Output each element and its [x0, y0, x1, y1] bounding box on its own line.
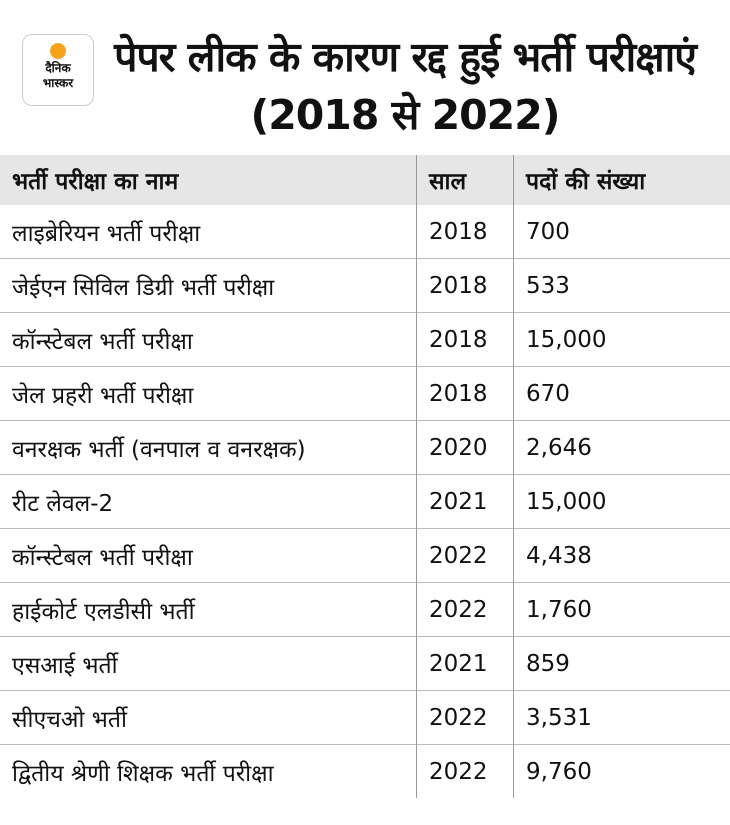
cell-posts: 9,760 [513, 744, 730, 798]
page-title: पेपर लीक के कारण रद्द हुई भर्ती परीक्षाए… [114, 33, 697, 139]
dainik-bhaskar-logo: दैनिक भास्कर [22, 34, 94, 106]
sun-icon [50, 43, 66, 59]
cell-exam-name: रीट लेवल-2 [0, 474, 417, 529]
cell-exam-name: सीएचओ भर्ती [0, 690, 417, 745]
cell-year: 2020 [416, 420, 514, 475]
table-row: जेईएन सिविल डिग्री भर्ती परीक्षा 2018 533 [0, 258, 730, 313]
exam-table: भर्ती परीक्षा का नाम साल पदों की संख्या … [0, 155, 730, 798]
cell-posts: 15,000 [513, 474, 730, 529]
table-row: द्वितीय श्रेणी शिक्षक भर्ती परीक्षा 2022 9… [0, 744, 730, 798]
table-row: लाइब्रेरियन भर्ती परीक्षा 2018 700 [0, 205, 730, 259]
cell-year: 2018 [416, 366, 514, 421]
header-year: साल [416, 155, 514, 205]
cell-posts: 1,760 [513, 582, 730, 637]
cell-year: 2018 [416, 258, 514, 313]
cell-exam-name: जेल प्रहरी भर्ती परीक्षा [0, 366, 417, 421]
cell-exam-name: कॉन्स्टेबल भर्ती परीक्षा [0, 312, 417, 367]
cell-exam-name: एसआई भर्ती [0, 636, 417, 691]
cell-exam-name: द्वितीय श्रेणी शिक्षक भर्ती परीक्षा [0, 744, 417, 798]
table-row: जेल प्रहरी भर्ती परीक्षा 2018 670 [0, 366, 730, 421]
cell-posts: 15,000 [513, 312, 730, 367]
table-row: सीएचओ भर्ती 2022 3,531 [0, 690, 730, 745]
cell-year: 2021 [416, 636, 514, 691]
cell-year: 2022 [416, 744, 514, 798]
cell-posts: 859 [513, 636, 730, 691]
cell-exam-name: जेईएन सिविल डिग्री भर्ती परीक्षा [0, 258, 417, 313]
table-row: वनरक्षक भर्ती (वनपाल व वनरक्षक) 2020 2,646 [0, 420, 730, 475]
cell-year: 2018 [416, 205, 514, 259]
header-exam-name: भर्ती परीक्षा का नाम [0, 155, 417, 205]
cell-posts: 4,438 [513, 528, 730, 583]
logo-line1: दैनिक [45, 61, 71, 75]
cell-posts: 670 [513, 366, 730, 421]
cell-posts: 533 [513, 258, 730, 313]
cell-posts: 3,531 [513, 690, 730, 745]
table-row: कॉन्स्टेबल भर्ती परीक्षा 2018 15,000 [0, 312, 730, 367]
cell-posts: 2,646 [513, 420, 730, 475]
cell-exam-name: वनरक्षक भर्ती (वनपाल व वनरक्षक) [0, 420, 417, 475]
cell-year: 2022 [416, 690, 514, 745]
cell-posts: 700 [513, 205, 730, 259]
cell-year: 2021 [416, 474, 514, 529]
cell-year: 2018 [416, 312, 514, 367]
cell-exam-name: कॉन्स्टेबल भर्ती परीक्षा [0, 528, 417, 583]
cell-exam-name: लाइब्रेरियन भर्ती परीक्षा [12, 220, 201, 247]
header-posts: पदों की संख्या [513, 155, 730, 205]
cell-exam-name: हाईकोर्ट एलडीसी भर्ती [0, 582, 417, 637]
cell-year: 2022 [416, 528, 514, 583]
table-row: कॉन्स्टेबल भर्ती परीक्षा 2022 4,438 [0, 528, 730, 583]
table-row: रीट लेवल-2 2021 15,000 [0, 474, 730, 529]
logo-line2: भास्कर [42, 76, 74, 90]
table-row: एसआई भर्ती 2021 859 [0, 636, 730, 691]
table-row: हाईकोर्ट एलडीसी भर्ती 2022 1,760 [0, 582, 730, 637]
cell-year: 2022 [416, 582, 514, 637]
